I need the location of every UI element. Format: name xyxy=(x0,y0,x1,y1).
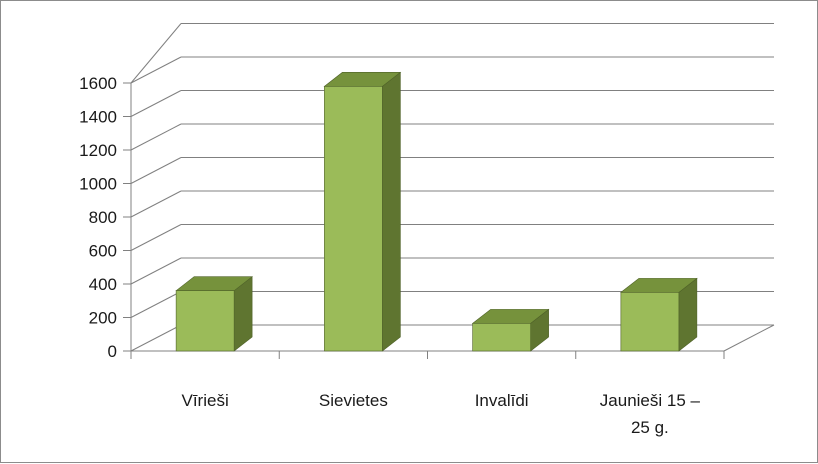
bar xyxy=(472,323,531,352)
bar xyxy=(324,86,383,352)
gridline-depth xyxy=(130,324,182,352)
y-tick-label: 400 xyxy=(89,275,117,294)
gridline-depth xyxy=(130,190,182,218)
y-tick-label: 800 xyxy=(89,208,117,227)
gridline-depth xyxy=(130,90,182,117)
y-tick-label: 200 xyxy=(89,309,117,328)
x-category-label: Invalīdi xyxy=(475,391,529,410)
floor-edge xyxy=(723,324,775,352)
x-category-label: Vīrieši xyxy=(182,391,229,410)
gridline-depth xyxy=(130,291,182,318)
gridline-depth xyxy=(130,157,182,184)
y-tick-label: 1400 xyxy=(79,108,117,127)
bars xyxy=(175,71,698,352)
y-tick-label: 0 xyxy=(108,342,117,361)
y-tick-label: 1200 xyxy=(79,141,117,160)
y-tick-label: 600 xyxy=(89,242,117,261)
gridlines xyxy=(130,23,774,352)
y-axis: 0 200 400 600 800 1000 1200 1400 1600 xyxy=(79,74,132,361)
gridline-depth xyxy=(130,56,182,84)
y-tick-label: 1000 xyxy=(79,175,117,194)
x-category-label: Sievietes xyxy=(319,391,388,410)
bar xyxy=(620,292,680,352)
bar-side xyxy=(382,71,401,352)
gridline-depth xyxy=(130,257,182,285)
bar xyxy=(175,290,235,352)
gridline-depth xyxy=(130,23,182,84)
gridline-depth xyxy=(130,123,182,151)
gridline-depth xyxy=(130,224,182,251)
x-category-label: Jaunieši 15 –25 g. xyxy=(600,391,701,437)
y-tick-label: 1600 xyxy=(79,74,117,93)
